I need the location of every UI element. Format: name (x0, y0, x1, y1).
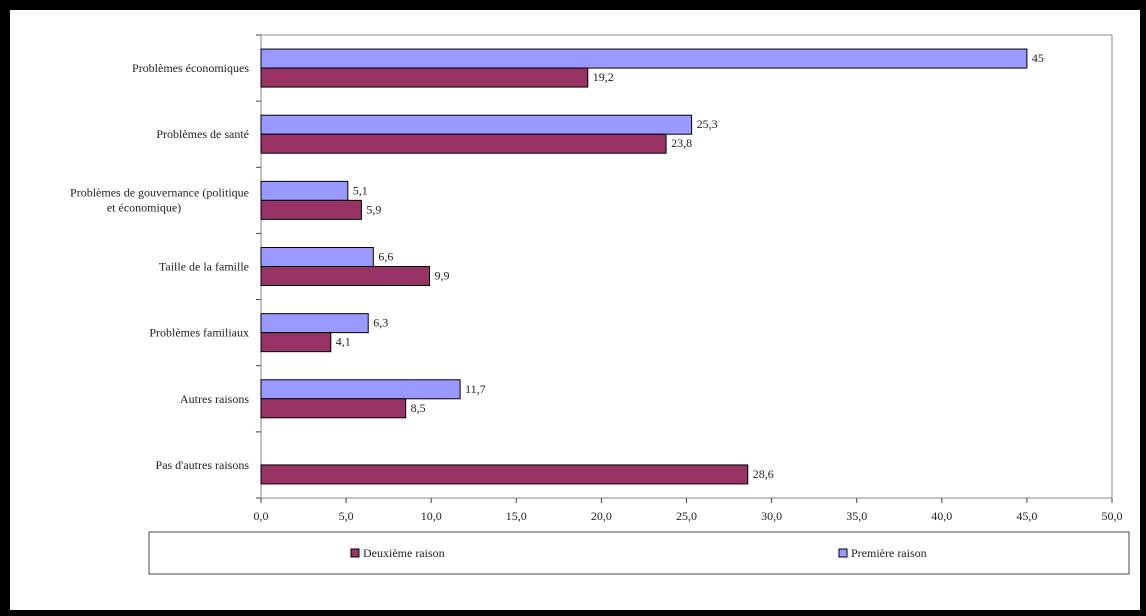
bar-deuxieme-raison (260, 464, 749, 485)
category-label: Problèmes de santé (156, 127, 249, 141)
x-tick-label: 35,0 (846, 509, 867, 523)
category-label: Problèmes économiques (132, 61, 249, 75)
data-label: 6,3 (373, 316, 388, 330)
data-label: 11,7 (465, 382, 486, 396)
x-tick-label: 45,0 (1016, 509, 1037, 523)
bar-deuxieme-raison (260, 398, 407, 419)
category-label: Pas d'autres raisons (156, 458, 250, 472)
data-label: 5,9 (366, 202, 381, 216)
legend-entry: Deuxième raison (363, 546, 445, 560)
legend-entry: Première raison (851, 546, 927, 560)
category-label: Problèmes de gouvernance (politique et éc… (70, 185, 249, 214)
bar-deuxieme-raison (260, 133, 667, 154)
x-tick-label: 10,0 (421, 509, 442, 523)
x-tick-label: 25,0 (676, 509, 697, 523)
category-label: Taille de la famille (159, 260, 249, 274)
data-label: 8,5 (411, 401, 426, 415)
x-tick-label: 50,0 (1102, 509, 1123, 523)
x-tick-label: 5,0 (339, 509, 354, 523)
category-label: Problèmes familiaux (149, 326, 249, 340)
x-tick-label: 0,0 (254, 509, 269, 523)
bar-premiere-raison (260, 48, 1028, 69)
bar-premiere-raison (260, 313, 369, 334)
legend-swatch (838, 548, 848, 558)
x-tick-label: 15,0 (506, 509, 527, 523)
category-label-line: Problèmes de gouvernance (politique (70, 185, 249, 199)
legend-box (148, 531, 1130, 575)
bar-premiere-raison (260, 114, 693, 135)
chart-frame: 0,0 5,0 10,0 15,0 20,0 25,0 30,0 35,0 40,0 45,0 50… (10, 10, 1140, 610)
bar-deuxieme-raison (260, 67, 589, 88)
category-label-line: et économique) (107, 200, 181, 214)
data-label: 9,9 (434, 269, 449, 283)
data-label: 4,1 (336, 335, 351, 349)
data-label: 5,1 (353, 183, 368, 197)
data-label: 45 (1032, 51, 1044, 65)
data-label: 23,8 (671, 136, 692, 150)
data-label: 28,6 (753, 467, 774, 481)
x-tick-label: 20,0 (591, 509, 612, 523)
bar-deuxieme-raison (260, 199, 362, 220)
data-label: 25,3 (697, 117, 718, 131)
x-tick-label: 30,0 (761, 509, 782, 523)
bar-deuxieme-raison (260, 266, 430, 286)
bar-premiere-raison (260, 247, 374, 267)
category-label: Autres raisons (180, 392, 249, 406)
data-label: 6,6 (378, 250, 393, 264)
legend-swatch (350, 548, 360, 558)
data-label: 19,2 (593, 70, 614, 84)
x-tick-label: 40,0 (931, 509, 952, 523)
bar-premiere-raison (260, 180, 349, 201)
bar-premiere-raison (260, 379, 461, 400)
bar-chart: 0,0 5,0 10,0 15,0 20,0 25,0 30,0 35,0 40,0 45,0 50… (70, 34, 1130, 575)
bar-deuxieme-raison (260, 332, 332, 353)
